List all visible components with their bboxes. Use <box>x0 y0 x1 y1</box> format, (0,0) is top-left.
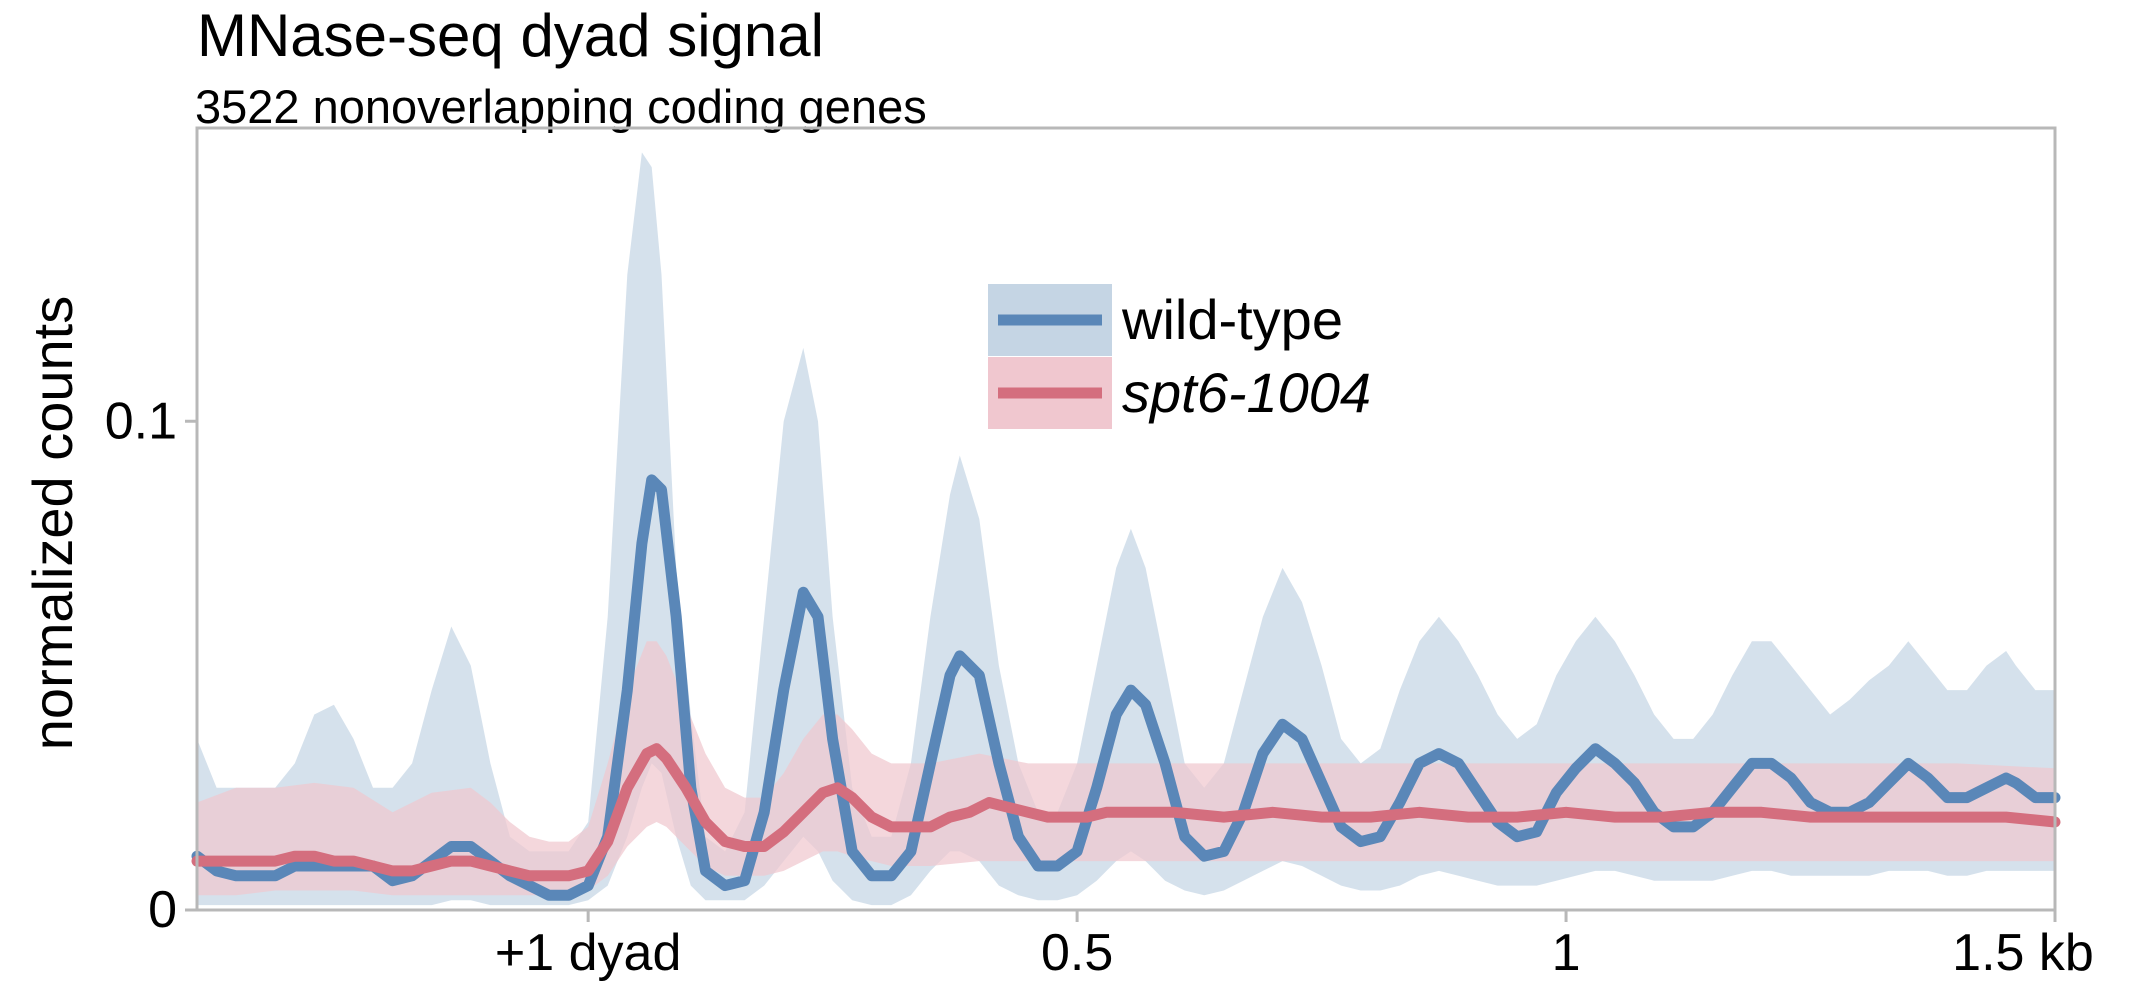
series-line-0 <box>191 474 2061 901</box>
series-lines <box>191 474 2061 901</box>
series-line-1 <box>191 743 2061 882</box>
confidence-bands <box>197 152 2055 906</box>
chart-title: MNase-seq dyad signal <box>197 2 824 69</box>
y-axis: 00.1 <box>105 392 197 939</box>
y-tick-label-0: 0 <box>148 881 177 939</box>
x-tick-label-3: 1.5 kb <box>1952 924 2094 982</box>
legend-label-1: spt6-1004 <box>1122 361 1371 424</box>
y-tick-label-1: 0.1 <box>105 392 177 450</box>
x-tick-label-2: 1 <box>1552 924 1581 982</box>
y-axis-label: normalized counts <box>21 296 84 750</box>
legend-label-0: wild-type <box>1121 288 1343 351</box>
x-tick-label-0: +1 dyad <box>495 924 682 982</box>
chart-subtitle: 3522 nonoverlapping coding genes <box>195 80 927 133</box>
confidence-band-1 <box>197 641 2055 896</box>
x-tick-label-1: 0.5 <box>1041 924 1113 982</box>
legend: wild-type spt6-1004 <box>988 284 1371 429</box>
plot-frame <box>195 126 2057 912</box>
x-axis: +1 dyad 0.5 1 1.5 kb <box>495 910 2094 982</box>
